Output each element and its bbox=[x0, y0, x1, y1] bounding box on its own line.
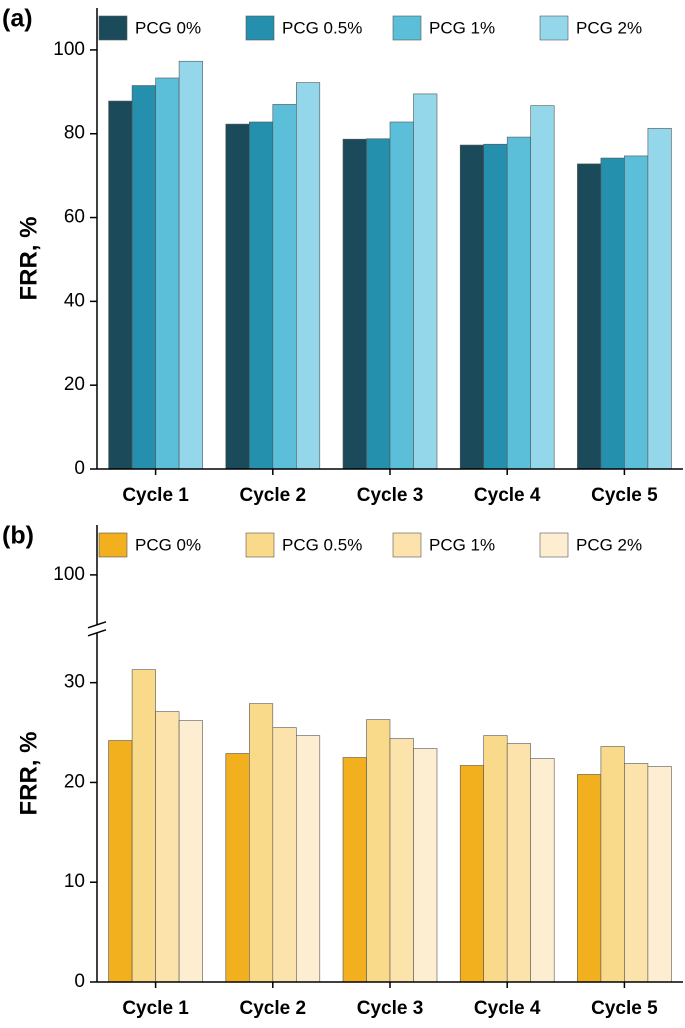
bar bbox=[530, 758, 555, 983]
bar bbox=[624, 763, 649, 983]
bar bbox=[225, 753, 250, 983]
y-tick-label: 80 bbox=[64, 123, 85, 144]
bar bbox=[342, 138, 367, 470]
y-axis-label: FRR, % bbox=[15, 732, 42, 816]
legend-label: PCG 2% bbox=[576, 535, 642, 554]
y-tick-label: 20 bbox=[64, 374, 85, 395]
panel-label: (b) bbox=[2, 522, 34, 550]
bar bbox=[225, 123, 250, 470]
bar bbox=[366, 138, 391, 470]
bar bbox=[483, 143, 508, 470]
axis-break bbox=[87, 621, 107, 629]
x-tick-label: Cycle 3 bbox=[357, 998, 424, 1019]
legend-swatch bbox=[98, 15, 128, 41]
legend-swatch bbox=[392, 532, 422, 558]
bar bbox=[389, 738, 414, 983]
y-tick-label: 60 bbox=[64, 207, 85, 228]
bar bbox=[155, 77, 180, 470]
legend-label: PCG 0% bbox=[135, 535, 201, 554]
bar bbox=[131, 85, 156, 470]
bar bbox=[600, 157, 625, 470]
bar bbox=[530, 105, 555, 470]
bar bbox=[178, 60, 203, 470]
bar bbox=[108, 740, 133, 983]
x-tick-label: Cycle 5 bbox=[591, 998, 658, 1019]
bar bbox=[131, 669, 156, 983]
x-tick-label: Cycle 1 bbox=[122, 998, 189, 1019]
bar bbox=[413, 748, 438, 983]
bar bbox=[506, 743, 532, 983]
bar bbox=[249, 703, 274, 983]
panel-label: (a) bbox=[2, 5, 33, 33]
legend-label: PCG 1% bbox=[429, 535, 495, 554]
legend-swatch bbox=[539, 15, 569, 41]
bar bbox=[647, 766, 672, 983]
legend-swatch bbox=[245, 15, 275, 41]
axis-break bbox=[87, 629, 107, 637]
x-tick-label: Cycle 5 bbox=[591, 485, 658, 506]
y-tick-label: 20 bbox=[64, 771, 85, 792]
legend-swatch bbox=[539, 532, 569, 558]
y-axis-label: FRR, % bbox=[15, 217, 42, 301]
x-tick-label: Cycle 4 bbox=[474, 485, 541, 506]
bar bbox=[342, 757, 367, 983]
legend-label: PCG 0.5% bbox=[282, 535, 362, 554]
bar bbox=[272, 727, 297, 983]
legend-label: PCG 0.5% bbox=[282, 18, 362, 37]
bar bbox=[389, 121, 414, 470]
bar bbox=[295, 82, 321, 470]
bar bbox=[272, 104, 297, 470]
y-tick-label: 40 bbox=[64, 290, 85, 311]
y-tick-label: 0 bbox=[74, 971, 85, 992]
x-tick-label: Cycle 2 bbox=[240, 485, 307, 506]
legend-label: PCG 0% bbox=[135, 18, 201, 37]
legend-swatch bbox=[392, 15, 422, 41]
bar bbox=[577, 163, 602, 470]
bar bbox=[108, 100, 133, 470]
legend-swatch bbox=[245, 532, 275, 558]
legend-label: PCG 1% bbox=[429, 18, 495, 37]
x-tick-label: Cycle 1 bbox=[122, 485, 189, 506]
bar bbox=[483, 735, 508, 983]
y-tick-label: 0 bbox=[74, 458, 85, 479]
bar bbox=[600, 746, 625, 983]
bar bbox=[295, 735, 321, 983]
legend-swatch bbox=[98, 532, 128, 558]
x-tick-label: Cycle 2 bbox=[240, 998, 307, 1019]
bar bbox=[647, 127, 672, 470]
bar bbox=[366, 719, 391, 983]
legend-label: PCG 2% bbox=[576, 18, 642, 37]
y-tick-label: 10 bbox=[64, 871, 85, 892]
bar bbox=[577, 774, 602, 983]
bar bbox=[155, 711, 180, 983]
bar bbox=[506, 136, 532, 470]
y-tick-label: 100 bbox=[53, 39, 85, 60]
bar bbox=[178, 720, 203, 983]
bar bbox=[413, 93, 438, 470]
x-tick-label: Cycle 4 bbox=[474, 998, 541, 1019]
y-tick-label: 30 bbox=[64, 672, 85, 693]
bar bbox=[459, 144, 485, 470]
bar bbox=[249, 121, 274, 470]
y-tick-label: 100 bbox=[53, 564, 85, 585]
bar bbox=[459, 765, 485, 983]
x-tick-label: Cycle 3 bbox=[357, 485, 424, 506]
bar bbox=[624, 155, 649, 470]
